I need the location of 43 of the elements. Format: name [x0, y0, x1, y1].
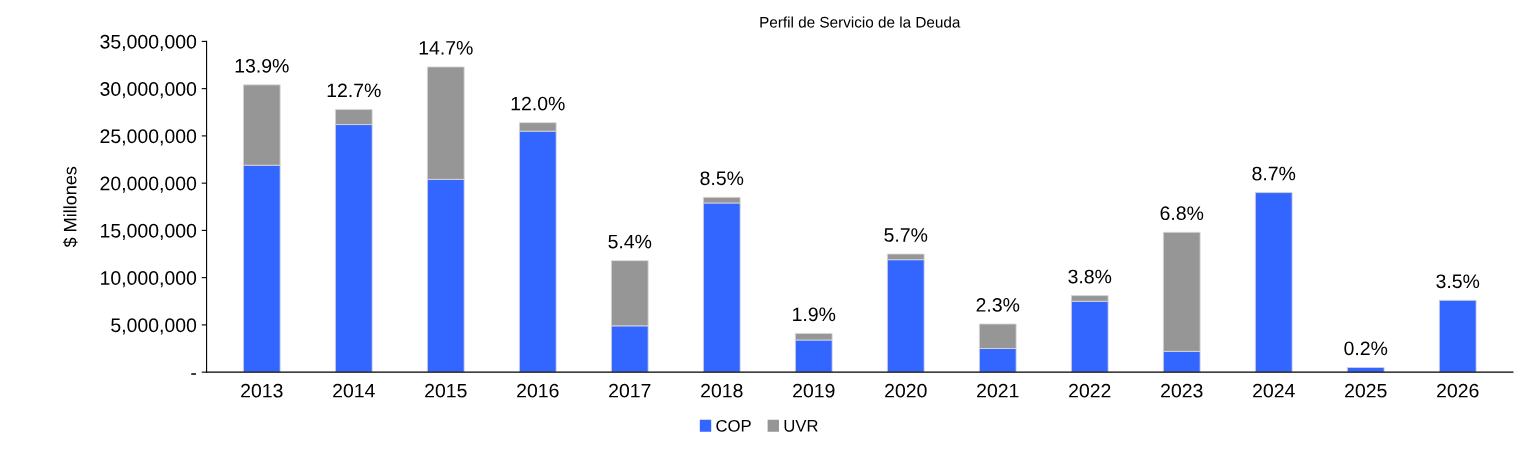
annotation: 2.3%: [976, 298, 1020, 312]
x-tick-label: 2017: [609, 383, 651, 398]
x-tick-label: 2019: [793, 383, 835, 398]
legend-label: COP: [716, 419, 751, 432]
x-tick-label: 2018: [701, 383, 743, 398]
annotation: 6.8%: [1160, 206, 1204, 221]
x-tick-label: 2023: [1161, 383, 1203, 398]
y-tick-label: 15,000,000: [101, 223, 197, 240]
x-tick-label: 2015: [425, 383, 467, 398]
annotation: 1.9%: [793, 307, 836, 322]
annotation: 5.7%: [884, 228, 928, 242]
y-tick-label: 35,000,000: [100, 34, 197, 51]
x-tick-label: 2026: [1437, 383, 1479, 398]
y-axis-title: $ Millones: [63, 166, 78, 248]
x-tick-label: 2025: [1345, 383, 1387, 398]
chart-title: Perfil de Servicio de la Deuda: [760, 16, 961, 28]
x-tick-label: 2021: [977, 383, 1019, 398]
annotation: 5.4%: [608, 234, 652, 249]
annotation: 3.8%: [1068, 269, 1112, 284]
annotation: 0.2%: [1344, 341, 1388, 356]
y-tick-label: -: [191, 373, 196, 375]
bar: [1438, 299, 1477, 373]
y-tick-label: 10,000,000: [101, 271, 197, 288]
x-tick-label: 2014: [333, 383, 375, 398]
y-tick-label: 30,000,000: [100, 82, 197, 99]
y-tick-label: 5,000,000: [111, 318, 197, 335]
x-tick-label: 2022: [1069, 383, 1111, 398]
annotation: 8.5%: [700, 171, 744, 186]
legend-label: UVR: [784, 420, 818, 432]
annotation: 14.7%: [419, 41, 473, 55]
annotation: 13.9%: [235, 58, 289, 73]
y-tick-label: 25,000,000: [100, 129, 197, 146]
x-tick-label: 2024: [1253, 383, 1295, 398]
annotation: 12.0%: [511, 96, 565, 111]
x-tick-label: 2020: [885, 383, 927, 398]
bar: [1346, 367, 1385, 373]
annotation: 8.7%: [1252, 166, 1296, 181]
bar: [1254, 192, 1293, 373]
x-tick-label: 2016: [517, 383, 559, 398]
y-tick-label: 20,000,000: [100, 176, 197, 193]
annotation: 12.7%: [327, 83, 381, 98]
x-tick-label: 2013: [241, 383, 283, 398]
annotation: 3.5%: [1436, 274, 1480, 289]
